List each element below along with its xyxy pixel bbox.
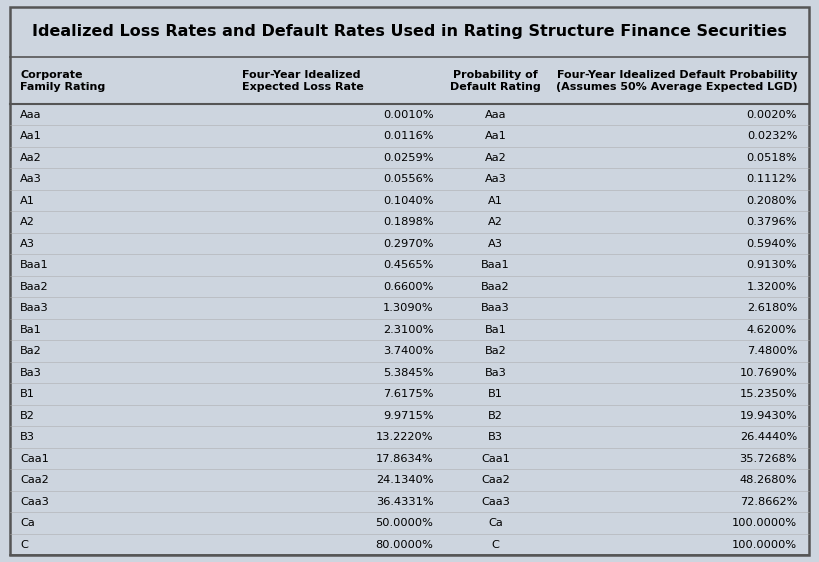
Text: A2: A2 — [488, 217, 503, 227]
Text: 80.0000%: 80.0000% — [376, 540, 433, 550]
Text: 10.7690%: 10.7690% — [740, 368, 797, 378]
Text: Ba1: Ba1 — [485, 324, 506, 334]
Text: Aa3: Aa3 — [485, 174, 506, 184]
Text: A3: A3 — [488, 238, 503, 248]
Text: 48.2680%: 48.2680% — [740, 475, 797, 485]
Text: 0.1898%: 0.1898% — [382, 217, 433, 227]
Text: 2.6180%: 2.6180% — [747, 303, 797, 313]
Text: 0.0116%: 0.0116% — [383, 131, 433, 141]
Text: Aa2: Aa2 — [485, 152, 506, 162]
Text: 26.4440%: 26.4440% — [740, 432, 797, 442]
Text: 0.1040%: 0.1040% — [383, 196, 433, 206]
Text: 15.2350%: 15.2350% — [740, 389, 797, 399]
Text: 0.2970%: 0.2970% — [383, 238, 433, 248]
Text: Caa3: Caa3 — [481, 496, 510, 506]
Text: Baa2: Baa2 — [20, 282, 49, 292]
Text: Caa1: Caa1 — [20, 454, 49, 464]
Text: Caa2: Caa2 — [20, 475, 49, 485]
Text: Four-Year Idealized Default Probability
(Assumes 50% Average Expected LGD): Four-Year Idealized Default Probability … — [556, 70, 798, 92]
Text: 0.5940%: 0.5940% — [747, 238, 797, 248]
Text: 0.0232%: 0.0232% — [747, 131, 797, 141]
Text: Ba3: Ba3 — [20, 368, 42, 378]
Text: 35.7268%: 35.7268% — [740, 454, 797, 464]
Text: 0.0020%: 0.0020% — [747, 110, 797, 120]
Text: Aa1: Aa1 — [485, 131, 506, 141]
Text: Baa3: Baa3 — [20, 303, 49, 313]
Text: B3: B3 — [488, 432, 503, 442]
Text: B2: B2 — [488, 410, 503, 420]
Text: Ca: Ca — [20, 518, 35, 528]
Text: 24.1340%: 24.1340% — [376, 475, 433, 485]
Text: 0.0010%: 0.0010% — [382, 110, 433, 120]
Text: Four-Year Idealized
Expected Loss Rate: Four-Year Idealized Expected Loss Rate — [242, 70, 364, 92]
Text: 5.3845%: 5.3845% — [383, 368, 433, 378]
Text: Caa3: Caa3 — [20, 496, 49, 506]
Text: Baa2: Baa2 — [481, 282, 509, 292]
Text: 2.3100%: 2.3100% — [383, 324, 433, 334]
Text: 0.3796%: 0.3796% — [747, 217, 797, 227]
Text: Caa1: Caa1 — [481, 454, 510, 464]
Text: Baa1: Baa1 — [481, 260, 509, 270]
Text: C: C — [491, 540, 500, 550]
Text: Aaa: Aaa — [485, 110, 506, 120]
Text: 100.0000%: 100.0000% — [732, 540, 797, 550]
Text: Aa2: Aa2 — [20, 152, 42, 162]
Text: Probability of
Default Rating: Probability of Default Rating — [450, 70, 541, 92]
Text: Baa1: Baa1 — [20, 260, 49, 270]
Text: Ba3: Ba3 — [485, 368, 506, 378]
Text: A1: A1 — [20, 196, 35, 206]
Text: Ba2: Ba2 — [485, 346, 506, 356]
Text: B2: B2 — [20, 410, 35, 420]
Text: Ba2: Ba2 — [20, 346, 42, 356]
Text: 1.3200%: 1.3200% — [747, 282, 797, 292]
Text: 50.0000%: 50.0000% — [376, 518, 433, 528]
Text: A3: A3 — [20, 238, 35, 248]
Text: 0.6600%: 0.6600% — [383, 282, 433, 292]
Text: C: C — [20, 540, 28, 550]
Text: 4.6200%: 4.6200% — [747, 324, 797, 334]
Text: Corporate
Family Rating: Corporate Family Rating — [20, 70, 106, 92]
Text: 100.0000%: 100.0000% — [732, 518, 797, 528]
Text: Aaa: Aaa — [20, 110, 42, 120]
Text: A2: A2 — [20, 217, 35, 227]
Text: Aa3: Aa3 — [20, 174, 42, 184]
Text: 19.9430%: 19.9430% — [740, 410, 797, 420]
Text: A1: A1 — [488, 196, 503, 206]
Text: B1: B1 — [20, 389, 35, 399]
Text: 0.4565%: 0.4565% — [383, 260, 433, 270]
Text: 13.2220%: 13.2220% — [376, 432, 433, 442]
Text: 1.3090%: 1.3090% — [382, 303, 433, 313]
Text: 36.4331%: 36.4331% — [376, 496, 433, 506]
Text: 17.8634%: 17.8634% — [376, 454, 433, 464]
Text: Idealized Loss Rates and Default Rates Used in Rating Structure Finance Securiti: Idealized Loss Rates and Default Rates U… — [32, 25, 787, 39]
Text: 7.4800%: 7.4800% — [747, 346, 797, 356]
Text: 9.9715%: 9.9715% — [382, 410, 433, 420]
Text: 0.0259%: 0.0259% — [383, 152, 433, 162]
Text: Ba1: Ba1 — [20, 324, 42, 334]
Text: 3.7400%: 3.7400% — [383, 346, 433, 356]
Text: Ca: Ca — [488, 518, 503, 528]
Text: 0.0518%: 0.0518% — [747, 152, 797, 162]
Text: 7.6175%: 7.6175% — [383, 389, 433, 399]
Text: 0.1112%: 0.1112% — [747, 174, 797, 184]
Text: 0.2080%: 0.2080% — [747, 196, 797, 206]
Text: 72.8662%: 72.8662% — [740, 496, 797, 506]
Text: 0.0556%: 0.0556% — [383, 174, 433, 184]
Text: B1: B1 — [488, 389, 503, 399]
Text: Baa3: Baa3 — [481, 303, 509, 313]
Text: Aa1: Aa1 — [20, 131, 42, 141]
Text: B3: B3 — [20, 432, 35, 442]
Text: Caa2: Caa2 — [481, 475, 509, 485]
Text: 0.9130%: 0.9130% — [747, 260, 797, 270]
